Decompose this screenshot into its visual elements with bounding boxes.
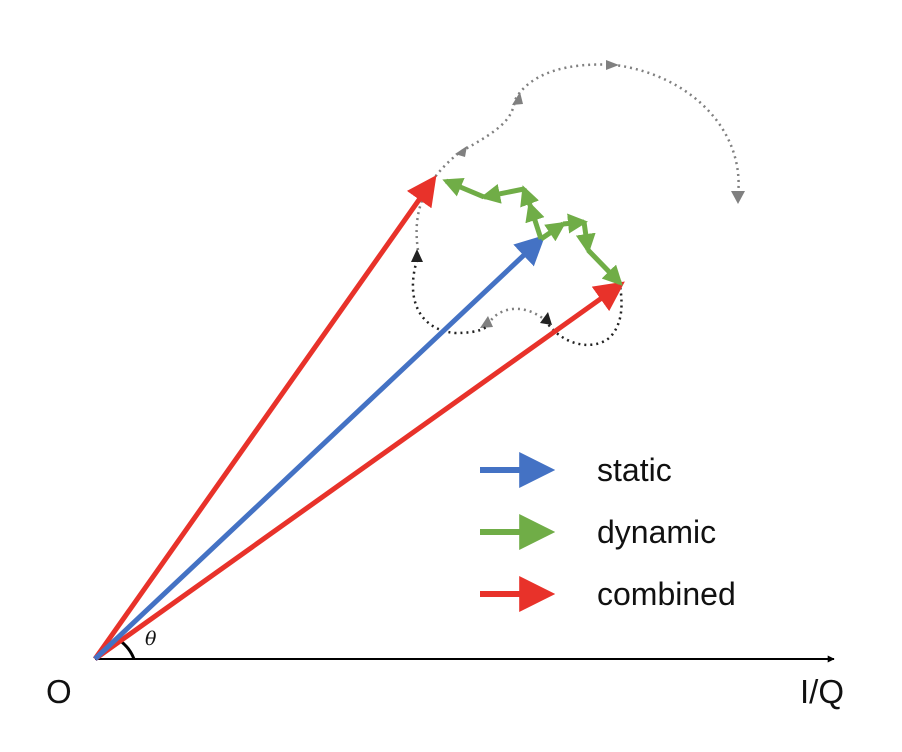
legend: static dynamic combined <box>480 452 736 612</box>
origin-label: O <box>46 673 72 710</box>
gray-trajectory-arrowhead <box>731 191 745 204</box>
black-trajectory-arrowhead <box>540 312 552 325</box>
dynamic-step <box>520 185 539 208</box>
dynamic-step <box>442 177 485 200</box>
dynamic-steps-right <box>539 213 623 286</box>
gray-trajectory-arrowhead <box>606 60 619 70</box>
gray-trajectory-arrowhead <box>480 316 493 328</box>
legend-dynamic-label: dynamic <box>597 514 716 550</box>
gray-trajectory-arrowhead <box>512 92 523 105</box>
dynamic-step <box>539 221 567 242</box>
theta-label: θ <box>145 628 157 650</box>
dynamic-step <box>480 184 525 204</box>
dynamic-steps-left <box>442 177 545 240</box>
legend-static-label: static <box>597 452 672 488</box>
dynamic-step <box>586 248 623 286</box>
combined-vector-upper <box>92 175 437 661</box>
gray-trajectory-upper <box>415 63 740 251</box>
combined-vector-lower <box>93 281 625 662</box>
dynamic-step <box>575 221 596 254</box>
dynamic-step <box>562 213 588 234</box>
iq-axis-label: I/Q <box>800 673 844 710</box>
legend-combined-label: combined <box>597 576 736 612</box>
gray-trajectory-lower <box>486 307 546 326</box>
static-vector <box>93 234 546 661</box>
dynamic-step <box>525 201 545 240</box>
black-trajectory-arrowhead <box>411 249 423 262</box>
gray-trajectory-arrowhead <box>455 146 467 157</box>
